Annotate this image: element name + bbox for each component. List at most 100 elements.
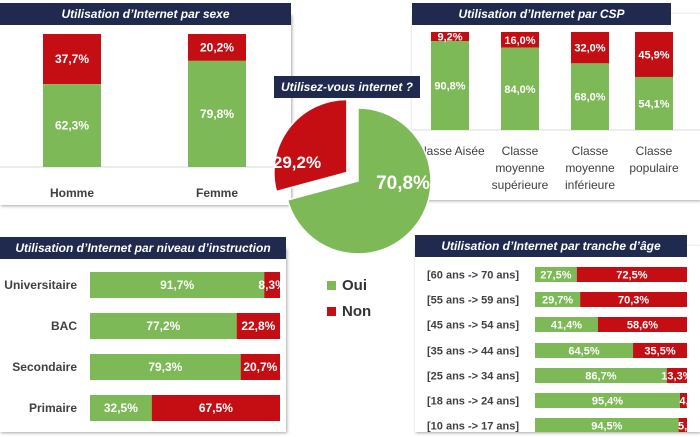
category-label: Classe xyxy=(572,144,609,158)
category-label: Femme xyxy=(196,186,238,200)
bar-non xyxy=(666,368,687,383)
bar-non xyxy=(188,34,246,61)
bar-oui xyxy=(90,354,241,380)
category-label: Homme xyxy=(50,186,94,200)
bar-oui xyxy=(535,418,679,433)
data-label-oui: 62,3% xyxy=(55,119,89,133)
bar-non xyxy=(264,272,280,298)
data-label-oui: 77,2% xyxy=(146,319,180,333)
data-label-oui: 79,3% xyxy=(148,360,182,374)
bar-oui xyxy=(501,47,539,130)
data-label-non: 22,8% xyxy=(241,319,275,333)
data-label-non: 58,6% xyxy=(627,320,658,332)
data-label-oui: 68,0% xyxy=(574,92,605,104)
bar-non xyxy=(501,32,539,48)
bar-non xyxy=(240,354,280,380)
bar-oui xyxy=(535,343,634,358)
data-label-oui: 91,7% xyxy=(160,278,194,292)
category-label: [60 ans -> 70 ans] xyxy=(427,270,519,282)
bar-oui xyxy=(535,267,577,282)
title-instruction: Utilisation d’Internet par niveau d’inst… xyxy=(0,237,286,259)
title-sexe: Utilisation d’Internet par sexe xyxy=(0,3,291,25)
category-label: [18 ans -> 24 ans] xyxy=(427,396,519,408)
data-label-non: 5,5 xyxy=(678,421,693,433)
category-label: Classe Aisée xyxy=(415,144,485,158)
panel-csp: 9,2% 90,8% Classe Aisée 16,0% 84,0% Classe moy… xyxy=(412,14,700,200)
bar-oui xyxy=(90,272,265,298)
bar-oui xyxy=(535,368,667,383)
pie-label-oui: 70,8% xyxy=(376,173,430,194)
panel-instruction: 91,7% 8,3% Universitaire 77,2% 22,8% BAC 79,3%… xyxy=(0,248,286,432)
bar-non xyxy=(680,393,687,408)
bar-non xyxy=(597,317,687,332)
bar-non xyxy=(431,32,469,42)
legend-label-non: Non xyxy=(342,302,372,320)
category-label: [45 ans -> 54 ans] xyxy=(427,320,519,332)
data-label-oui: 86,7% xyxy=(585,371,616,383)
bar-oui xyxy=(635,76,673,130)
data-label-non: 37,7% xyxy=(55,52,89,66)
bar-oui xyxy=(90,395,152,421)
legend-swatch-oui xyxy=(327,280,336,290)
chart-csp: 9,2% 90,8% Classe Aisée 16,0% 84,0% Classe moy… xyxy=(412,32,700,192)
data-label-non: 35,5% xyxy=(644,346,675,358)
data-label-oui: 94,5% xyxy=(591,421,622,433)
pie-label-non: 29,2% xyxy=(273,153,321,172)
legend-item-non: Non xyxy=(327,298,371,324)
category-label: [25 ans -> 34 ans] xyxy=(427,371,519,383)
bar-non xyxy=(151,395,280,421)
bar-non xyxy=(576,267,687,282)
bar-non xyxy=(580,292,687,307)
bar-oui xyxy=(431,41,469,130)
bar-oui xyxy=(43,84,101,167)
panel-sexe: 37,7% 62,3% Homme 20,2% 79,8% Femme xyxy=(0,14,291,205)
data-label-non: 67,5% xyxy=(199,401,233,415)
chart-instruction: 91,7% 8,3% Universitaire 77,2% 22,8% BAC 79,3%… xyxy=(4,272,286,421)
category-label: populaire xyxy=(629,161,679,175)
category-label: Universitaire xyxy=(4,278,77,292)
category-label: Classe xyxy=(636,144,673,158)
data-label-oui: 95,4% xyxy=(592,396,623,408)
category-label: Classe xyxy=(502,144,539,158)
panel-age: 27,5% 72,5% [60 ans -> 70 ans] 29,7% 70,3% [5… xyxy=(415,246,700,433)
category-label: supérieure xyxy=(492,178,549,192)
bar-oui xyxy=(535,317,598,332)
bar-non xyxy=(635,32,673,77)
chart-age: 27,5% 72,5% [60 ans -> 70 ans] 29,7% 70,3% [5… xyxy=(427,267,695,433)
data-label-non: 4,6 xyxy=(679,396,694,408)
data-label-non: 9,2% xyxy=(437,32,462,44)
bar-oui xyxy=(188,60,246,168)
title-age: Utilisation d’Internet par tranche d’âge xyxy=(415,235,687,257)
category-label: [10 ans -> 17 ans] xyxy=(427,421,519,433)
category-label: moyenne xyxy=(565,161,615,175)
category-label: [55 ans -> 59 ans] xyxy=(427,295,519,307)
bar-oui xyxy=(90,313,237,339)
category-label: BAC xyxy=(51,319,77,333)
legend-swatch-non xyxy=(327,306,336,316)
category-label: Secondaire xyxy=(12,360,77,374)
data-label-oui: 41,4% xyxy=(551,320,582,332)
legend-label-oui: Oui xyxy=(342,276,367,294)
bar-non xyxy=(571,32,609,64)
bar-non xyxy=(236,313,280,339)
bar-non xyxy=(678,418,687,433)
data-label-non: 72,5% xyxy=(616,270,647,282)
data-label-oui: 79,8% xyxy=(200,107,234,121)
data-label-non: 13,3% xyxy=(661,371,692,383)
pie-slice-oui xyxy=(286,107,432,255)
data-label-non: 45,9% xyxy=(638,49,669,61)
bar-non xyxy=(43,34,101,85)
title-csp: Utilisation d’Internet par CSP xyxy=(412,3,671,25)
category-label: moyenne xyxy=(495,161,545,175)
data-label-non: 8,3% xyxy=(258,278,286,292)
bar-non xyxy=(633,343,687,358)
bar-oui xyxy=(571,63,609,130)
data-label-non: 16,0% xyxy=(504,35,535,47)
title-pie: Utilisez-vous internet ? xyxy=(274,76,420,98)
data-label-oui: 84,0% xyxy=(504,84,535,96)
data-label-non: 20,7% xyxy=(243,360,277,374)
bar-oui xyxy=(535,292,581,307)
data-label-oui: 27,5% xyxy=(540,270,571,282)
category-label: Primaire xyxy=(29,401,77,415)
data-label-non: 20,2% xyxy=(200,40,234,54)
